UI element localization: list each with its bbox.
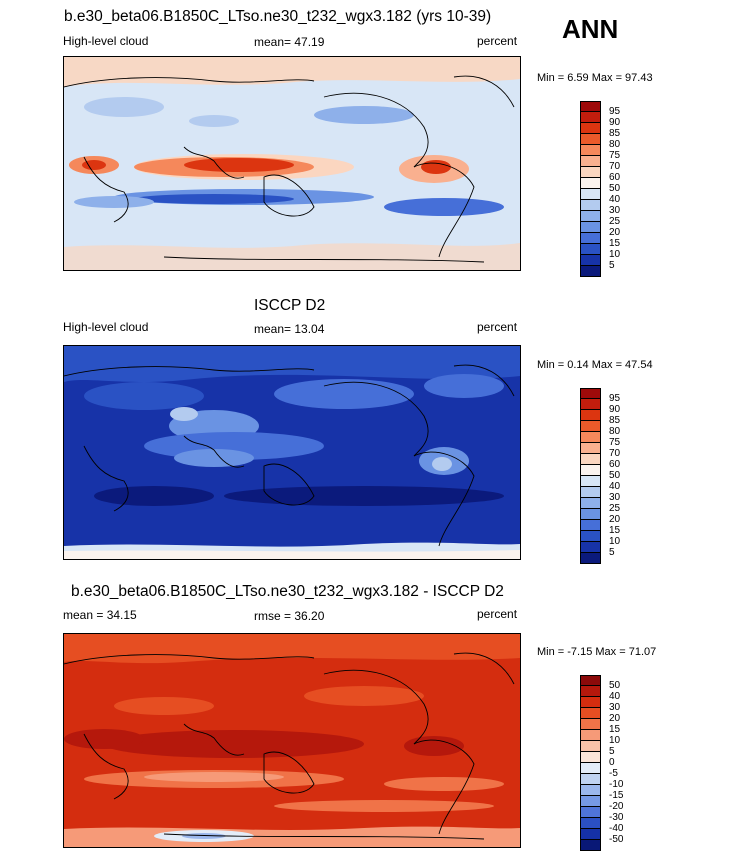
colorbar-tick: 15 — [609, 238, 621, 249]
colorbar-tick: 70 — [609, 448, 621, 459]
panel-diff-title: b.e30_beta06.B1850C_LTso.ne30_t232_wgx3.… — [71, 583, 504, 600]
colorbar-tick: 95 — [609, 393, 621, 404]
panel-obs-mean: mean= 13.04 — [254, 322, 325, 336]
panel-model-title: b.e30_beta06.B1850C_LTso.ne30_t232_wgx3.… — [64, 8, 492, 25]
panel-obs-title: ISCCP D2 — [254, 297, 326, 314]
colorbar-tick: 75 — [609, 150, 621, 161]
colorbar-tick: -30 — [609, 812, 624, 823]
panel-model-mean: mean= 47.19 — [254, 35, 325, 49]
panel-diff-units: percent — [477, 607, 518, 621]
colorbar-tick: 90 — [609, 404, 621, 415]
panel-diff-map — [63, 633, 521, 848]
colorbar-tick: -20 — [609, 801, 624, 812]
colorbar-obs — [580, 388, 601, 564]
colorbar-tick: 60 — [609, 172, 621, 183]
colorbar-tick: 50 — [609, 470, 621, 481]
colorbar-tick: 50 — [609, 680, 621, 691]
colorbar-tick: 5 — [609, 547, 615, 558]
colorbar-tick: 40 — [609, 691, 621, 702]
colorbar-tick: 10 — [609, 735, 621, 746]
colorbar-tick: 80 — [609, 426, 621, 437]
colorbar-tick: 50 — [609, 183, 621, 194]
colorbar-tick: 5 — [609, 746, 615, 757]
colorbar-tick: -50 — [609, 834, 624, 845]
panel-obs-map — [63, 345, 521, 560]
colorbar-tick: 40 — [609, 481, 621, 492]
colorbar-tick: 95 — [609, 106, 621, 117]
colorbar-tick: 30 — [609, 205, 621, 216]
colorbar-tick: 40 — [609, 194, 621, 205]
colorbar-model — [580, 101, 601, 277]
colorbar-tick: 30 — [609, 492, 621, 503]
colorbar-tick: 5 — [609, 260, 615, 271]
colorbar-tick: 90 — [609, 117, 621, 128]
colorbar-tick: 75 — [609, 437, 621, 448]
panel-obs-variable-label: High-level cloud — [63, 320, 149, 334]
panel-model-variable-label: High-level cloud — [63, 34, 149, 48]
colorbar-diff — [580, 675, 601, 851]
colorbar-tick: 20 — [609, 227, 621, 238]
colorbar-tick: 20 — [609, 713, 621, 724]
colorbar-tick: 10 — [609, 536, 621, 547]
colorbar-tick: -10 — [609, 779, 624, 790]
panel-model-units: percent — [477, 34, 518, 48]
colorbar-tick: 60 — [609, 459, 621, 470]
colorbar-tick: 15 — [609, 724, 621, 735]
colorbar-tick: 30 — [609, 702, 621, 713]
colorbar-tick: 20 — [609, 514, 621, 525]
panel-diff-rmse: rmse = 36.20 — [254, 609, 325, 623]
colorbar-tick: 15 — [609, 525, 621, 536]
colorbar-tick: 25 — [609, 216, 621, 227]
panel-diff-mean: mean = 34.15 — [63, 608, 137, 622]
colorbar-tick: 85 — [609, 128, 621, 139]
colorbar-tick: -15 — [609, 790, 624, 801]
season-label: ANN — [562, 14, 619, 44]
colorbar-tick: 85 — [609, 415, 621, 426]
panel-model-map — [63, 56, 521, 271]
panel-obs-units: percent — [477, 320, 518, 334]
colorbar-tick: 0 — [609, 757, 615, 768]
colorbar-tick: -40 — [609, 823, 624, 834]
colorbar-tick: 10 — [609, 249, 621, 260]
colorbar-tick: 80 — [609, 139, 621, 150]
colorbar-tick: -5 — [609, 768, 618, 779]
panel-diff-minmax: Min = -7.15 Max = 71.07 — [537, 646, 657, 658]
colorbar-tick: 70 — [609, 161, 621, 172]
panel-model-minmax: Min = 6.59 Max = 97.43 — [537, 72, 653, 84]
panel-obs-minmax: Min = 0.14 Max = 47.54 — [537, 359, 653, 371]
colorbar-tick: 25 — [609, 503, 621, 514]
